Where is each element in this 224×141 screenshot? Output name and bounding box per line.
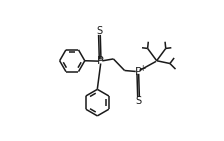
- Text: P: P: [134, 67, 141, 77]
- Text: P: P: [97, 56, 103, 66]
- Text: S: S: [136, 95, 142, 105]
- Text: S: S: [96, 26, 103, 36]
- Text: +: +: [139, 64, 146, 73]
